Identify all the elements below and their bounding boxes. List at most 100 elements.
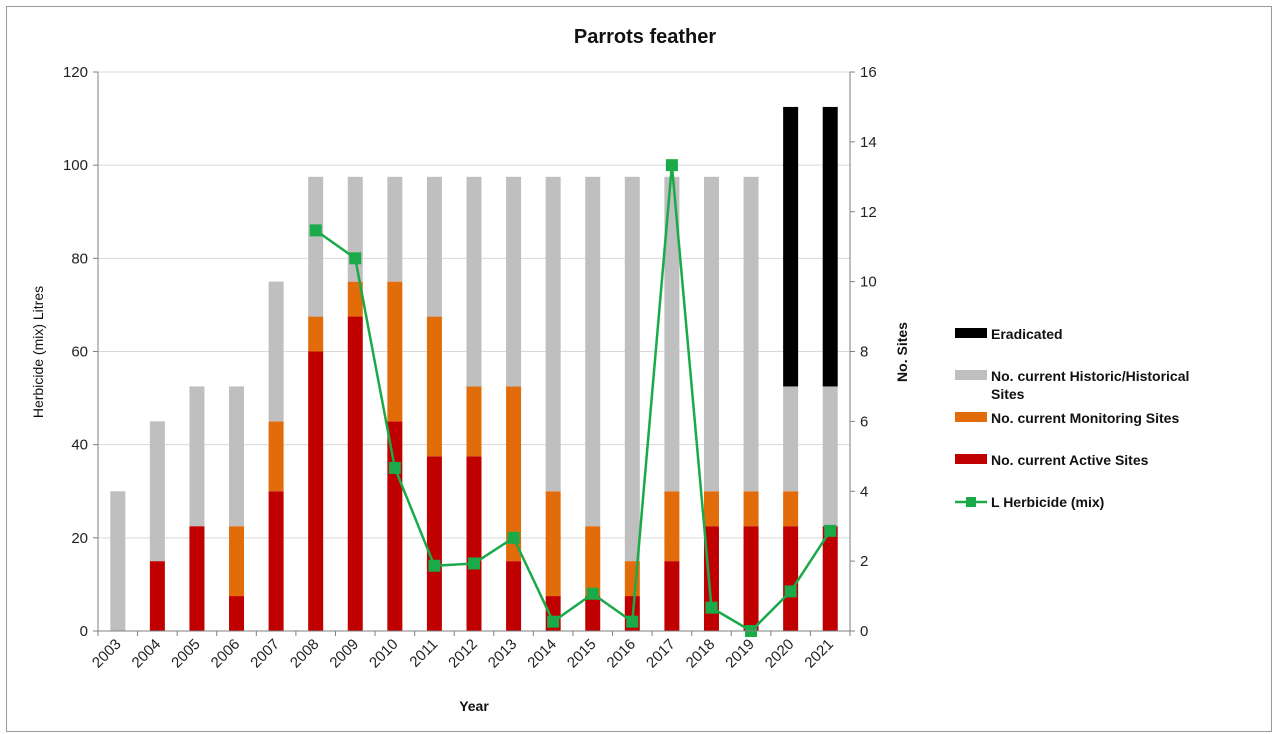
- chart-title: Parrots feather: [574, 26, 716, 48]
- bar-segment: [189, 526, 205, 631]
- bar-segment: [585, 596, 601, 631]
- bar-segment: [268, 491, 284, 631]
- herbicide-point: [586, 587, 599, 600]
- bar-segment: [506, 386, 522, 562]
- y-right-tick-label: 2: [860, 553, 868, 570]
- y-right-tick-label: 12: [860, 204, 877, 221]
- legend-swatch: [955, 328, 987, 338]
- herbicide-point: [547, 615, 560, 628]
- x-tick-label: 2008: [287, 636, 323, 672]
- bar-segment: [466, 456, 482, 631]
- bar-segment: [110, 491, 126, 631]
- y-left-tick-label: 60: [71, 344, 88, 361]
- herbicide-point: [428, 559, 441, 572]
- x-tick-label: 2010: [366, 636, 402, 672]
- herbicide-point: [626, 615, 639, 628]
- bar-segment: [387, 176, 403, 282]
- bar-segment: [229, 526, 245, 597]
- bar-segment: [783, 386, 799, 492]
- herbicide-point: [349, 252, 362, 265]
- bar-segment: [783, 526, 799, 631]
- y-right-tick-label: 4: [860, 483, 868, 500]
- x-tick-label: 2014: [524, 636, 560, 672]
- bar-segment: [268, 421, 284, 492]
- bar-segment: [743, 491, 759, 527]
- x-tick-label: 2018: [683, 636, 719, 672]
- x-tick-label: 2004: [129, 636, 165, 672]
- x-tick-label: 2012: [445, 636, 481, 672]
- bar-segment: [347, 176, 363, 282]
- bar-segment: [703, 491, 719, 527]
- herbicide-line-path: [314, 165, 832, 633]
- x-tick-label: 2019: [722, 636, 758, 672]
- herbicide-point: [705, 601, 718, 614]
- x-tick-label: 2016: [604, 636, 640, 672]
- x-tick-label: 2007: [247, 636, 283, 672]
- legend-swatch: [955, 370, 987, 380]
- y-left-tick-label: 0: [80, 623, 88, 640]
- herbicide-line: [309, 159, 837, 637]
- bar-segment: [822, 386, 838, 527]
- bar-segment: [149, 421, 165, 562]
- y-axis-right-title: No. Sites: [894, 322, 910, 382]
- bar-stacks: [110, 106, 838, 631]
- bar-segment: [426, 316, 442, 457]
- y-left-tick-label: 20: [71, 530, 88, 547]
- bar-segment: [506, 176, 522, 387]
- y-right-tick-label: 16: [860, 64, 877, 81]
- herbicide-point: [824, 524, 837, 537]
- bar-segment: [585, 526, 601, 597]
- y-right-tick-label: 10: [860, 274, 877, 291]
- bar-segment: [822, 526, 838, 631]
- bar-segment: [783, 106, 799, 387]
- x-tick-label: 2021: [801, 636, 837, 672]
- bar-segment: [545, 491, 561, 597]
- bar-segment: [664, 176, 680, 492]
- bar-segment: [822, 106, 838, 387]
- bar-segment: [387, 281, 403, 422]
- bar-segment: [426, 176, 442, 317]
- bar-segment: [308, 351, 324, 631]
- bar-segment: [387, 421, 403, 631]
- bar-segment: [585, 176, 601, 527]
- bar-segment: [664, 491, 680, 562]
- x-tick-label: 2006: [208, 636, 244, 672]
- legend-swatch: [955, 412, 987, 422]
- herbicide-point: [784, 585, 797, 598]
- legend: Eradicated No. current Historic/Historica…: [955, 326, 1189, 510]
- x-tick-label: 2003: [89, 636, 125, 672]
- bar-segment: [308, 176, 324, 317]
- bar-segment: [743, 176, 759, 492]
- y-axis-left-title: Herbicide (mix) Litres: [30, 286, 46, 418]
- herbicide-point: [388, 461, 401, 474]
- y-left-tick-label: 100: [63, 157, 88, 174]
- bar-segment: [229, 386, 245, 527]
- bar-segment: [347, 281, 363, 317]
- x-tick-label: 2013: [485, 636, 521, 672]
- bar-segment: [664, 561, 680, 631]
- x-tick-label: 2015: [564, 636, 600, 672]
- y-right-tick-label: 6: [860, 413, 868, 430]
- legend-label: No. current Monitoring Sites: [991, 410, 1179, 426]
- x-axis-title: Year: [459, 698, 489, 714]
- legend-label: L Herbicide (mix): [991, 494, 1104, 510]
- bar-segment: [347, 316, 363, 631]
- bar-segment: [545, 176, 561, 492]
- y-right-tick-label: 0: [860, 623, 868, 640]
- bar-segment: [703, 176, 719, 492]
- herbicide-point: [309, 224, 322, 237]
- herbicide-point: [665, 159, 678, 172]
- bar-segment: [189, 386, 205, 527]
- bar-segment: [624, 176, 640, 562]
- herbicide-point: [507, 531, 520, 544]
- bar-segment: [149, 561, 165, 631]
- x-tick-label: 2005: [168, 636, 204, 672]
- bar-segment: [466, 176, 482, 387]
- legend-swatch-marker: [966, 497, 976, 507]
- herbicide-point: [468, 557, 480, 570]
- legend-label: No. current Active Sites: [991, 452, 1149, 468]
- x-tick-label: 2011: [406, 636, 441, 671]
- bar-segment: [743, 526, 759, 631]
- bar-segment: [229, 596, 245, 631]
- bar-segment: [308, 316, 324, 352]
